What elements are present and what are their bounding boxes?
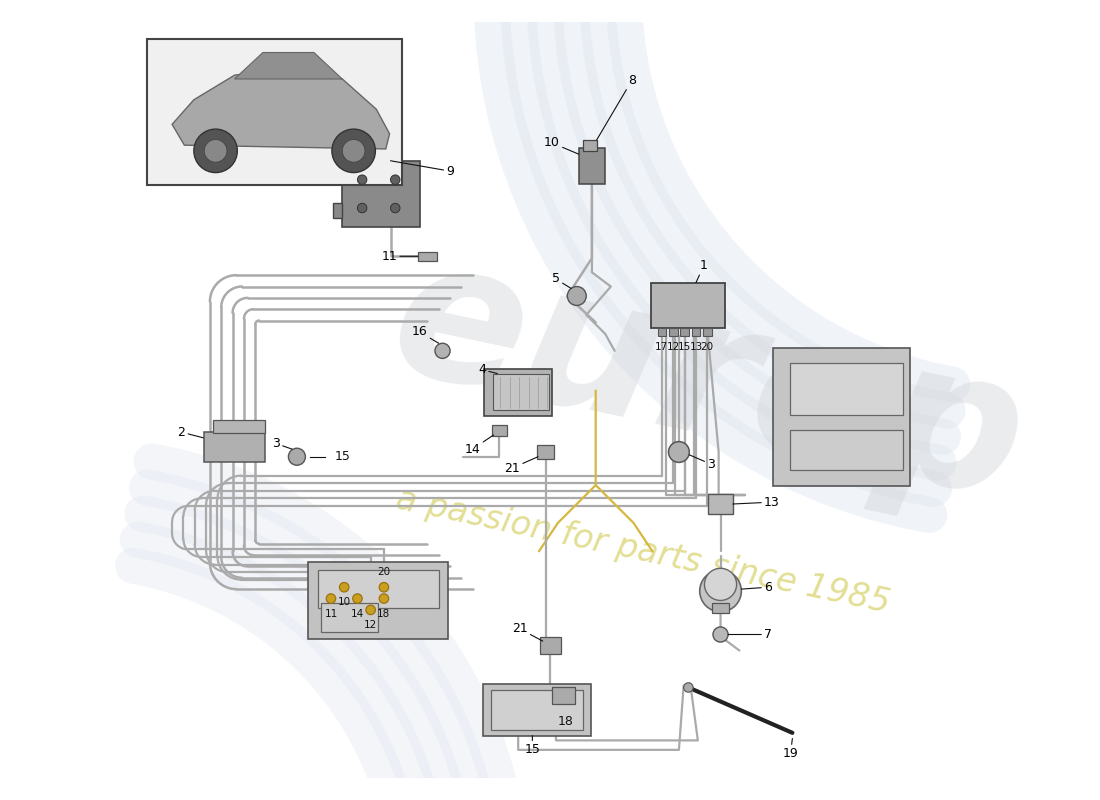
Circle shape	[358, 203, 367, 213]
Text: 18: 18	[377, 609, 390, 618]
Circle shape	[390, 203, 400, 213]
Text: 2: 2	[177, 426, 204, 438]
Bar	[552, 686, 575, 703]
Text: 3: 3	[690, 455, 715, 470]
Bar	[491, 690, 583, 730]
Text: a passion for parts since 1985: a passion for parts since 1985	[393, 482, 893, 620]
Circle shape	[194, 129, 238, 173]
Circle shape	[366, 605, 375, 614]
Text: 9: 9	[390, 161, 454, 178]
Bar	[321, 603, 378, 632]
Bar	[703, 328, 712, 336]
Text: 12: 12	[667, 342, 680, 352]
Bar	[537, 446, 554, 458]
Circle shape	[332, 129, 375, 173]
Text: 17: 17	[656, 342, 669, 352]
Circle shape	[390, 175, 400, 185]
Bar	[658, 328, 667, 336]
Text: 21: 21	[504, 457, 538, 474]
Text: 11: 11	[324, 609, 338, 618]
Circle shape	[434, 343, 450, 358]
Text: 7: 7	[728, 628, 772, 641]
Text: 1: 1	[696, 259, 707, 282]
Text: 18: 18	[558, 715, 573, 728]
Bar	[651, 282, 725, 328]
Text: 10: 10	[338, 598, 351, 607]
Circle shape	[288, 448, 306, 466]
Bar	[680, 328, 689, 336]
Text: 8: 8	[596, 74, 636, 140]
Text: 21: 21	[512, 622, 542, 641]
Text: 11: 11	[382, 250, 418, 262]
Circle shape	[713, 627, 728, 642]
Text: 15: 15	[334, 450, 351, 463]
Bar	[333, 203, 342, 218]
Bar	[579, 149, 605, 185]
Circle shape	[683, 682, 693, 692]
Text: 14: 14	[351, 609, 364, 618]
Bar	[318, 570, 439, 608]
Circle shape	[379, 594, 388, 603]
Circle shape	[568, 286, 586, 306]
Bar	[540, 638, 561, 654]
Bar	[712, 603, 729, 613]
Polygon shape	[172, 68, 389, 149]
Text: 10: 10	[543, 136, 579, 154]
Bar	[483, 684, 592, 736]
Polygon shape	[234, 53, 342, 79]
Circle shape	[205, 139, 227, 162]
Circle shape	[342, 139, 365, 162]
Bar	[692, 328, 701, 336]
Text: 13: 13	[690, 342, 703, 352]
Circle shape	[327, 594, 336, 603]
Bar	[492, 425, 507, 436]
Text: 16: 16	[411, 326, 439, 343]
Circle shape	[704, 568, 737, 601]
Text: 20: 20	[377, 567, 390, 577]
Text: 13: 13	[733, 496, 780, 509]
Bar	[708, 494, 733, 514]
Bar	[493, 374, 549, 410]
Bar	[669, 328, 678, 336]
Bar	[773, 349, 910, 486]
Bar	[146, 38, 402, 186]
Circle shape	[353, 594, 362, 603]
Bar	[418, 251, 437, 261]
Circle shape	[379, 582, 388, 592]
Bar	[484, 369, 552, 416]
Text: 6: 6	[741, 581, 772, 594]
Bar	[790, 362, 903, 414]
Bar	[342, 161, 420, 227]
Circle shape	[358, 175, 367, 185]
Bar	[333, 170, 342, 185]
Bar	[213, 420, 265, 433]
Bar	[790, 430, 903, 470]
Text: 15: 15	[678, 342, 691, 352]
Text: 14: 14	[464, 435, 494, 456]
Text: 15: 15	[525, 736, 540, 756]
Bar	[583, 140, 597, 151]
Bar	[308, 562, 448, 639]
Text: 4: 4	[478, 363, 497, 376]
Text: europ: europ	[377, 222, 1042, 539]
Circle shape	[340, 582, 349, 592]
Bar	[204, 432, 265, 462]
Text: 19: 19	[782, 738, 799, 760]
Text: 12: 12	[364, 620, 377, 630]
Text: 3: 3	[272, 437, 293, 450]
Circle shape	[700, 570, 741, 612]
Text: 5: 5	[552, 273, 571, 289]
Text: 20: 20	[701, 342, 714, 352]
Circle shape	[669, 442, 690, 462]
